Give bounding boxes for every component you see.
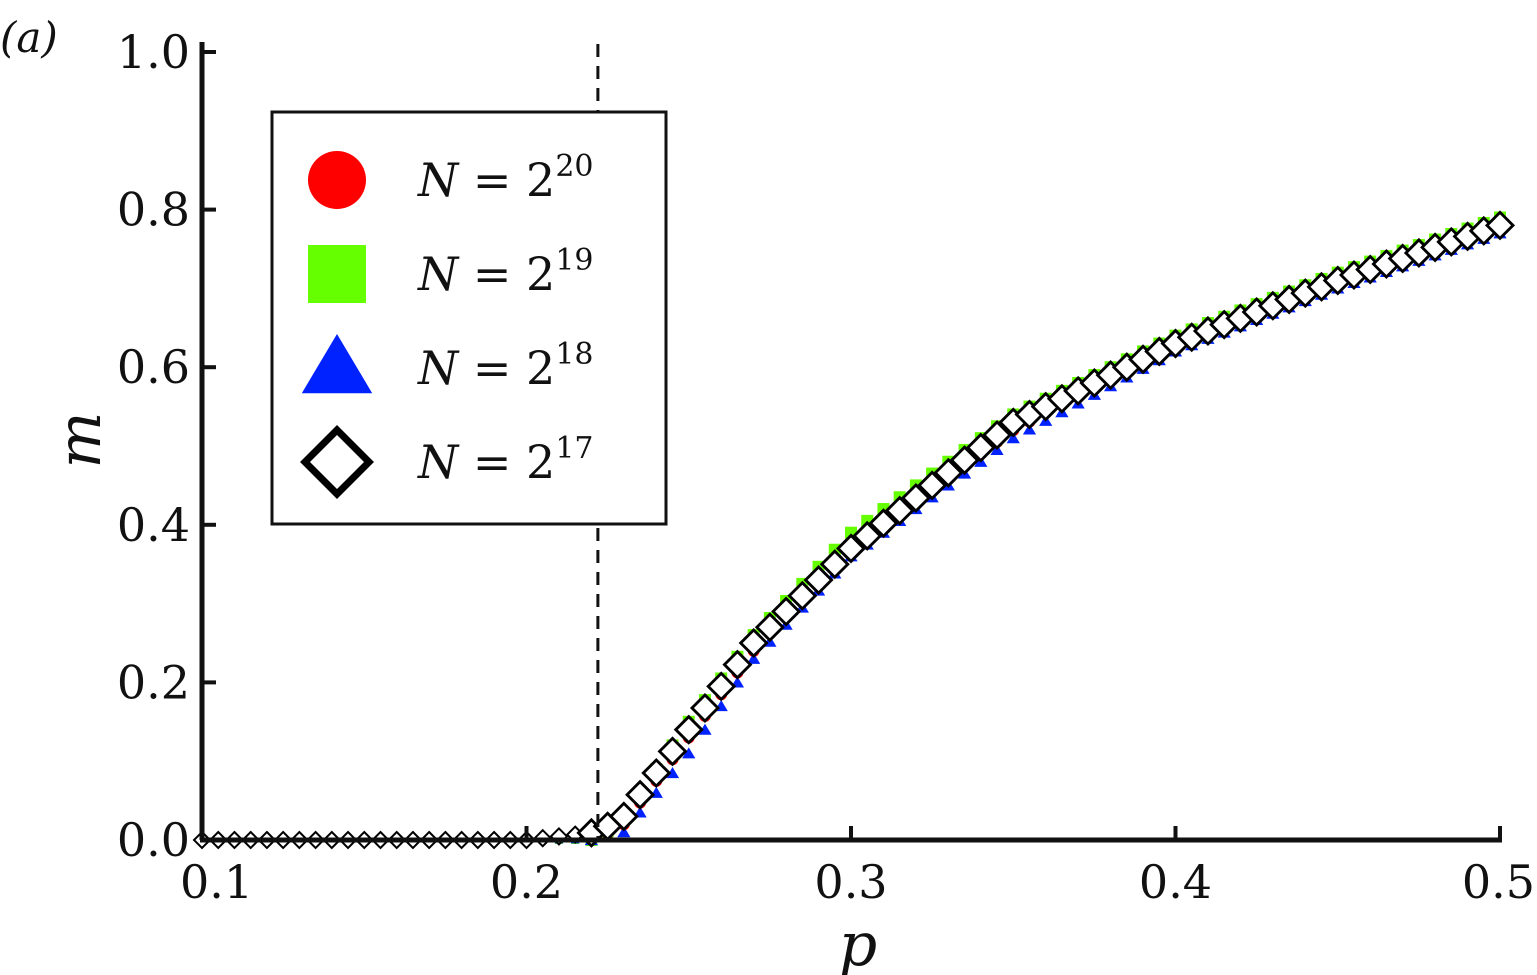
- x-tick-label: 0.4: [1139, 855, 1212, 909]
- x-tick-label: 0.2: [490, 855, 563, 909]
- data-point: [965, 432, 996, 463]
- data-point: [852, 520, 883, 551]
- data-point: [884, 495, 915, 526]
- x-tick-label: 0.5: [1462, 855, 1535, 909]
- data-point: [900, 482, 931, 514]
- x-axis-label: p: [839, 910, 877, 975]
- panel-label: (a): [0, 13, 58, 62]
- legend-marker-circle: [308, 151, 366, 209]
- legend-item: N = 219: [308, 243, 594, 303]
- data-point: [982, 419, 1013, 450]
- data-point: [625, 779, 656, 810]
- data-point: [706, 671, 737, 702]
- data-point: [787, 580, 818, 611]
- data-point: [933, 457, 964, 488]
- data-point: [682, 747, 696, 759]
- y-tick-label: 0.0: [117, 813, 190, 867]
- data-point: [1484, 210, 1516, 241]
- data-point: [689, 692, 720, 724]
- legend-label: N = 217: [417, 431, 594, 489]
- data-point: [754, 612, 785, 643]
- data-point: [673, 714, 704, 745]
- data-point: [835, 533, 867, 564]
- data-point: [819, 549, 850, 580]
- x-tick-label: 0.1: [180, 855, 253, 909]
- ticks-layer: 0.1 0.2 0.3 0.4 0.5 0.0 0.2 0.4 0.6 0.8 1.0: [117, 25, 1535, 909]
- legend-item: N = 218: [301, 334, 594, 395]
- data-point: [738, 627, 769, 659]
- y-tick-label: 0.4: [117, 498, 190, 552]
- data-point: [949, 445, 980, 476]
- data-point: [617, 826, 631, 838]
- y-axis-label: m: [45, 412, 115, 469]
- series-diamond: [192, 210, 1516, 850]
- data-point: [641, 757, 672, 789]
- y-tick-label: 1.0: [117, 25, 190, 79]
- data-point: [665, 767, 680, 779]
- data-point: [698, 723, 712, 735]
- data-point: [608, 801, 639, 832]
- legend-marker-diamond: [300, 425, 374, 499]
- data-point: [868, 508, 899, 539]
- data-point: [747, 652, 761, 664]
- data-point: [722, 649, 753, 680]
- data-point: [657, 736, 688, 767]
- data-point: [1006, 432, 1020, 444]
- legend-label: N = 218: [417, 337, 594, 395]
- legend-label: N = 219: [417, 243, 594, 301]
- legend-item: N = 217: [300, 425, 594, 499]
- y-tick-label: 0.6: [117, 340, 190, 394]
- y-tick-label: 0.8: [117, 183, 190, 237]
- x-tick-label: 0.3: [814, 855, 887, 909]
- legend-item: N = 220: [308, 149, 594, 209]
- legend-label: N = 220: [417, 149, 594, 207]
- data-point: [803, 564, 834, 595]
- data-point: [771, 596, 802, 627]
- data-point: [917, 470, 948, 501]
- y-tick-label: 0.2: [117, 655, 190, 709]
- legend-marker-square: [308, 245, 366, 303]
- legend: N = 220 N = 219 N = 218 N = 217: [270, 110, 668, 526]
- legend-marker-triangle: [301, 334, 373, 394]
